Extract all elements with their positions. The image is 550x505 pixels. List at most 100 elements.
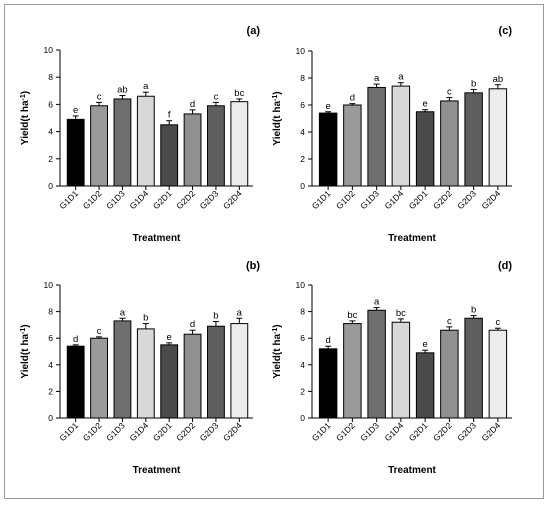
bar-g2d3 [207, 105, 225, 187]
significance-letter: b [471, 305, 476, 316]
significance-letter: c [214, 91, 219, 102]
x-tick-label: G1D4 [127, 188, 150, 211]
significance-letter: c [97, 326, 102, 337]
x-tick-label: G2D1 [407, 188, 430, 211]
chart-panel-3: 0 2 4 6 8 10 d G1D1 c G1D2 a G1D3 b G1D4 e G2D1 d G2D2 b G2… [20, 260, 261, 476]
y-tick-label: 4 [300, 360, 305, 370]
bar-g2d3 [464, 317, 483, 419]
significance-letter: ab [117, 85, 128, 96]
bar-g1d2 [343, 104, 362, 187]
y-axis-label: Yield(t ha-1) [272, 324, 284, 378]
significance-letter: e [422, 339, 427, 350]
x-tick-label: G1D2 [81, 420, 104, 443]
bar-g2d1 [160, 124, 179, 187]
x-tick-label: G1D2 [334, 420, 357, 443]
bar-g1d2 [90, 337, 108, 419]
significance-letter: ab [493, 74, 504, 85]
y-tick-label: 8 [300, 73, 305, 83]
bar-g2d2 [183, 113, 202, 187]
y-tick-label: 2 [48, 386, 53, 396]
x-tick-label: G1D4 [383, 420, 406, 443]
significance-letter: c [447, 87, 452, 98]
y-tick-label: 2 [300, 386, 305, 396]
bar-g2d2 [440, 329, 459, 419]
figure-frame [4, 4, 544, 499]
significance-letter: d [190, 319, 195, 330]
y-tick-label: 6 [300, 100, 305, 110]
chart-panel-2: 0 2 4 6 8 10 e G1D1 d G1D2 a G1D3 a G1D4 e G2D1 c G2D2 b G2… [272, 25, 513, 244]
x-tick-label: G2D2 [431, 420, 454, 443]
x-axis-label: Treatment [133, 465, 181, 476]
x-tick-label: G2D3 [198, 420, 221, 443]
significance-letter: bc [234, 88, 244, 99]
x-axis-label: Treatment [133, 233, 181, 244]
bar-g2d3 [207, 325, 225, 419]
significance-letter: d [325, 335, 330, 346]
x-tick-label: G2D2 [174, 420, 197, 443]
significance-letter: e [73, 105, 78, 116]
y-tick-label: 10 [296, 46, 306, 56]
y-tick-label: 4 [300, 127, 305, 137]
y-tick-label: 10 [44, 280, 54, 290]
y-tick-label: 8 [48, 72, 53, 82]
bar-g1d1 [318, 112, 338, 187]
bar-g1d3 [113, 320, 132, 419]
significance-letter: a [374, 73, 380, 84]
x-tick-label: G2D2 [174, 188, 197, 211]
bar-g2d4 [488, 88, 508, 187]
significance-letter: a [120, 307, 126, 318]
significance-letter: c [447, 316, 452, 327]
y-tick-label: 0 [300, 413, 305, 423]
bar-g1d4 [136, 95, 155, 187]
x-tick-label: G1D1 [57, 188, 80, 211]
significance-letter: bc [396, 308, 406, 319]
significance-letter: bc [347, 310, 357, 321]
y-tick-label: 4 [48, 127, 53, 137]
significance-letter: f [168, 110, 171, 121]
x-tick-label: G2D4 [221, 420, 244, 443]
y-tick-label: 6 [48, 333, 53, 343]
y-tick-label: 8 [48, 307, 53, 317]
y-tick-label: 4 [48, 360, 53, 370]
x-tick-label: G2D1 [151, 188, 174, 211]
y-tick-label: 0 [48, 181, 53, 191]
bar-g2d2 [183, 333, 202, 419]
y-tick-label: 2 [48, 154, 53, 164]
x-tick-label: G1D3 [358, 188, 381, 211]
panel-label: (d) [498, 260, 512, 272]
significance-letter: a [143, 81, 149, 92]
chart-panel-1: 0 2 4 6 8 10 e G1D1 c G1D2 ab G1D3 a G1D4 f G2D1 d G2D2 c G… [20, 25, 261, 244]
y-tick-label: 10 [296, 280, 306, 290]
significance-letter: c [97, 91, 102, 102]
bar-g2d1 [160, 344, 179, 419]
significance-letter: e [422, 99, 427, 110]
y-tick-label: 6 [48, 99, 53, 109]
y-tick-label: 10 [44, 45, 54, 55]
y-tick-label: 8 [300, 307, 305, 317]
bar-g1d3 [113, 98, 132, 187]
bar-g1d2 [343, 323, 362, 419]
x-tick-label: G2D3 [198, 188, 221, 211]
bar-g2d1 [415, 352, 435, 419]
significance-letter: d [350, 93, 355, 104]
significance-letter: a [237, 307, 243, 318]
significance-letter: a [398, 72, 404, 83]
x-tick-label: G1D1 [310, 420, 333, 443]
significance-letter: b [143, 313, 148, 324]
x-tick-label: G1D3 [104, 188, 127, 211]
y-axis-label: Yield(t ha-1) [272, 91, 284, 145]
bar-g2d4 [488, 329, 508, 419]
bar-g1d1 [66, 345, 85, 419]
x-tick-label: G2D3 [455, 188, 478, 211]
x-axis-label: Treatment [388, 465, 436, 476]
y-tick-label: 0 [48, 413, 53, 423]
significance-letter: c [496, 317, 501, 328]
y-tick-label: 6 [300, 333, 305, 343]
bar-g2d4 [230, 323, 249, 419]
chart-panel-4: 0246810dG1D1bcG1D2aG1D3bcG1D4eG2D1cG2D2b… [272, 260, 513, 476]
y-axis-label: Yield(t ha-1) [20, 91, 32, 145]
x-axis-label: Treatment [388, 233, 436, 244]
x-tick-label: G2D1 [151, 420, 174, 443]
bar-g2d4 [230, 101, 249, 187]
